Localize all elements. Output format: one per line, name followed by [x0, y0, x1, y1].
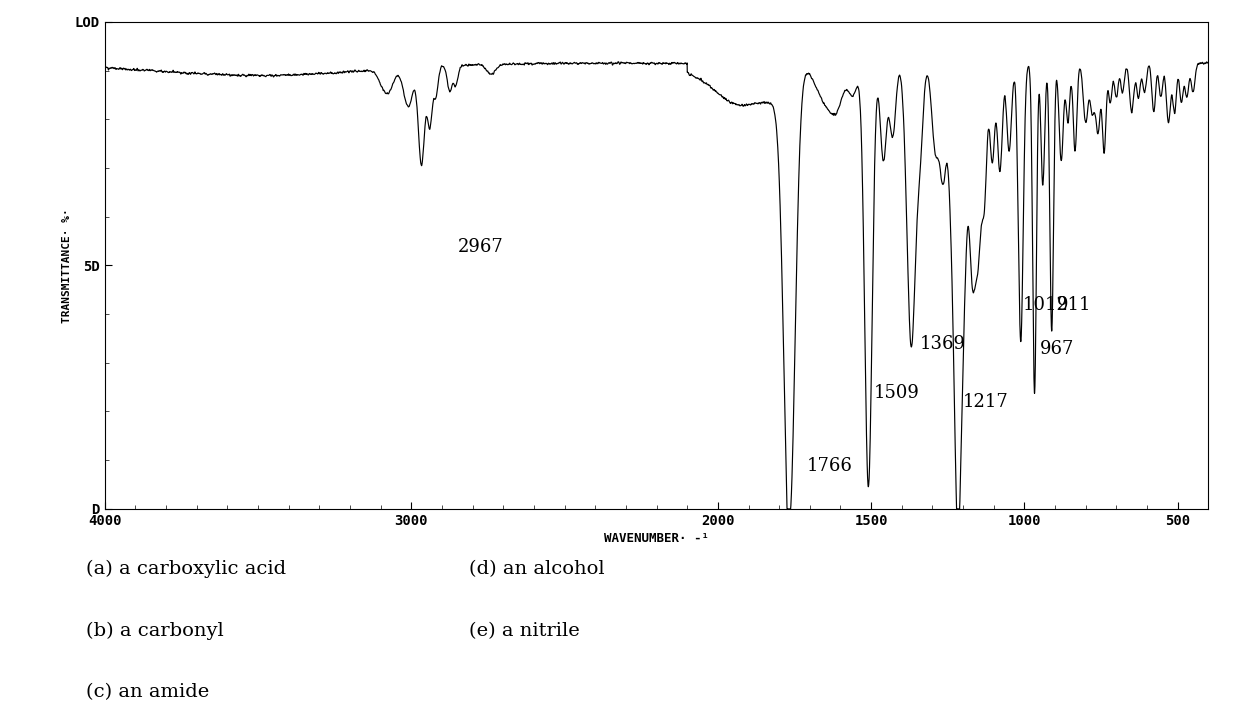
Text: 911: 911	[1057, 296, 1091, 314]
Text: 1369: 1369	[920, 335, 967, 353]
Text: 967: 967	[1039, 340, 1074, 358]
Text: 1766: 1766	[806, 457, 853, 475]
Text: 1509: 1509	[874, 384, 920, 402]
Text: (b) a carbonyl: (b) a carbonyl	[86, 622, 224, 640]
Text: (a) a carboxylic acid: (a) a carboxylic acid	[86, 560, 286, 578]
Text: (c) an amide: (c) an amide	[86, 683, 210, 702]
Y-axis label: TRANSMITTANCE· %·: TRANSMITTANCE· %·	[62, 208, 72, 323]
Text: (e) a nitrile: (e) a nitrile	[469, 622, 580, 640]
Text: (d) an alcohol: (d) an alcohol	[469, 560, 604, 578]
X-axis label: WAVENUMBER· -¹: WAVENUMBER· -¹	[604, 532, 709, 545]
Text: 1012: 1012	[1023, 296, 1069, 314]
Text: 1217: 1217	[963, 393, 1009, 411]
Text: 2967: 2967	[457, 238, 503, 256]
